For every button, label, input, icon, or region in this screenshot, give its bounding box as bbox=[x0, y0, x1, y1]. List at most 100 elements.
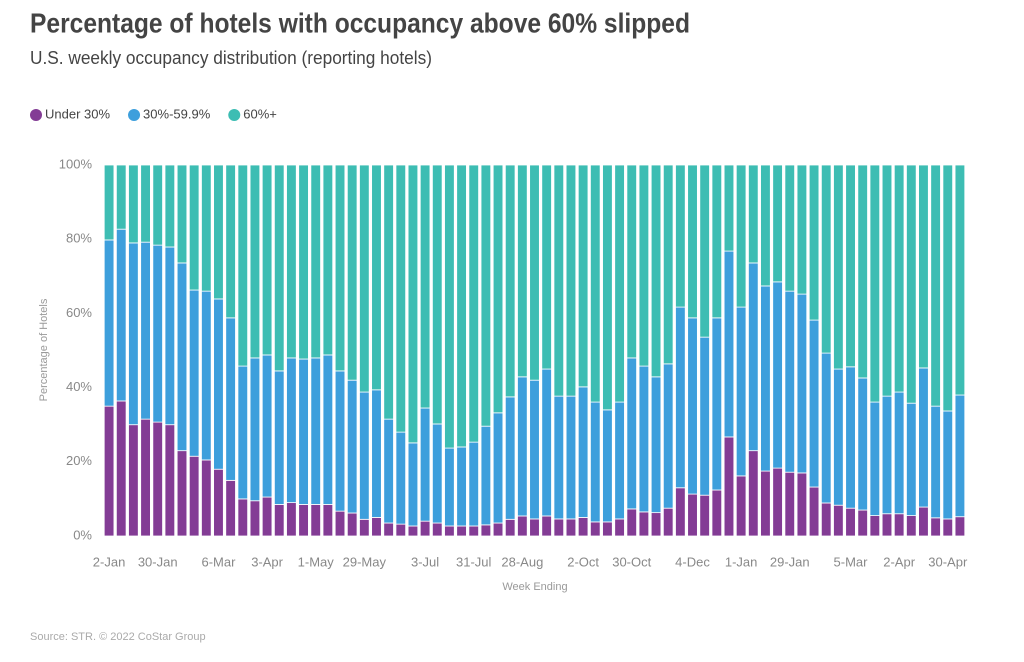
bar-segment bbox=[322, 164, 334, 356]
bar-segment bbox=[201, 459, 212, 537]
x-tick-label: 29-May bbox=[343, 554, 387, 569]
bar-segment bbox=[529, 518, 540, 537]
x-tick-label: 4-Dec bbox=[675, 554, 710, 569]
bar-segment bbox=[638, 365, 650, 513]
bar-segment bbox=[808, 319, 820, 488]
bar-segment bbox=[444, 525, 455, 537]
bar-segment bbox=[626, 164, 638, 359]
bar-segment bbox=[176, 262, 188, 452]
bar-segment bbox=[334, 370, 346, 512]
bar-segment bbox=[662, 507, 674, 537]
bar-segment bbox=[249, 357, 261, 502]
bar-segment bbox=[553, 518, 565, 537]
bar-segment bbox=[395, 164, 407, 433]
bar-segment bbox=[857, 164, 868, 379]
bar-segment bbox=[237, 164, 249, 367]
bar-segment bbox=[261, 496, 273, 537]
bar-segment bbox=[638, 164, 650, 367]
bar-segment bbox=[383, 164, 394, 420]
bar-segment bbox=[687, 317, 698, 495]
bar-segment bbox=[857, 509, 868, 537]
source-note: Source: STR. © 2022 CoStar Group bbox=[30, 631, 206, 643]
bar-segment bbox=[383, 522, 394, 537]
bar-segment bbox=[565, 518, 577, 537]
bar-segment bbox=[468, 441, 479, 527]
bar-segment bbox=[796, 164, 808, 295]
bar-segment bbox=[298, 504, 309, 537]
x-tick-label: 2-Oct bbox=[567, 554, 599, 569]
bar-segment bbox=[748, 262, 759, 452]
bar-segment bbox=[699, 494, 710, 537]
y-tick-label: 20% bbox=[66, 453, 92, 468]
bar-segment bbox=[906, 515, 917, 537]
bar-segment bbox=[346, 512, 358, 537]
bar-segment bbox=[881, 164, 893, 397]
bar-segment bbox=[760, 164, 771, 287]
bar-segment bbox=[188, 455, 200, 537]
bar-segment bbox=[286, 164, 297, 359]
bar-segment bbox=[577, 164, 589, 388]
bar-segment bbox=[529, 379, 540, 520]
bar-segment bbox=[140, 418, 151, 537]
bar-segment bbox=[699, 164, 710, 338]
bar-segment bbox=[541, 515, 552, 537]
bar-segment bbox=[954, 394, 966, 518]
bar-segment bbox=[517, 164, 528, 378]
bar-segment bbox=[492, 522, 504, 537]
bar-segment bbox=[760, 470, 771, 537]
bar-segment bbox=[565, 395, 577, 520]
bar-segment bbox=[359, 164, 370, 393]
bar-segment bbox=[869, 515, 881, 537]
bar-segment bbox=[760, 285, 771, 472]
bar-segment bbox=[577, 517, 589, 537]
x-tick-label: 28-Aug bbox=[501, 554, 543, 569]
bar-segment bbox=[869, 164, 881, 403]
bar-segment bbox=[298, 164, 309, 360]
bar-segment bbox=[261, 164, 273, 356]
bar-segment bbox=[590, 521, 601, 537]
bar-segment bbox=[140, 241, 151, 420]
bar-segment bbox=[480, 164, 492, 427]
bar-segment bbox=[164, 246, 176, 426]
bar-segment bbox=[359, 391, 370, 520]
bar-segment bbox=[504, 518, 516, 537]
bar-segment bbox=[456, 525, 467, 537]
bar-segment bbox=[784, 471, 796, 537]
bar-segment bbox=[735, 164, 747, 308]
bar-segment bbox=[419, 164, 431, 409]
bar-segment bbox=[407, 164, 419, 444]
chart-subtitle: U.S. weekly occupancy distribution (repo… bbox=[30, 48, 432, 68]
bar-segment bbox=[286, 357, 297, 504]
bar-segment bbox=[930, 405, 941, 519]
bar-segment bbox=[310, 164, 321, 359]
bar-segment bbox=[456, 164, 467, 448]
bar-segment bbox=[529, 164, 540, 381]
x-tick-label: 2-Apr bbox=[883, 554, 915, 569]
bar-segment bbox=[675, 164, 686, 308]
bar-segment bbox=[711, 164, 723, 319]
bar-segment bbox=[164, 424, 176, 537]
bar-segment bbox=[431, 522, 443, 537]
bar-segment bbox=[492, 164, 504, 414]
bar-segment bbox=[893, 391, 905, 515]
bar-segment bbox=[103, 164, 115, 241]
bar-segment bbox=[176, 450, 188, 537]
bar-segment bbox=[881, 513, 893, 537]
bar-segment bbox=[614, 518, 625, 537]
bar-segment bbox=[541, 368, 552, 517]
bar-segment bbox=[395, 431, 407, 525]
bar-segment bbox=[346, 379, 358, 514]
bar-segment bbox=[906, 164, 917, 404]
chart-title: Percentage of hotels with occupancy abov… bbox=[30, 7, 690, 38]
bar-segment bbox=[225, 317, 236, 481]
bar-segment bbox=[881, 395, 893, 515]
legend-marker bbox=[228, 109, 241, 121]
bar-segment bbox=[103, 239, 115, 407]
bar-segment bbox=[371, 389, 382, 518]
bar-segment bbox=[954, 516, 966, 537]
bar-segment bbox=[322, 354, 334, 505]
x-tick-label: 2-Jan bbox=[93, 554, 126, 569]
bar-segment bbox=[407, 442, 419, 527]
bar-segment bbox=[845, 507, 856, 537]
